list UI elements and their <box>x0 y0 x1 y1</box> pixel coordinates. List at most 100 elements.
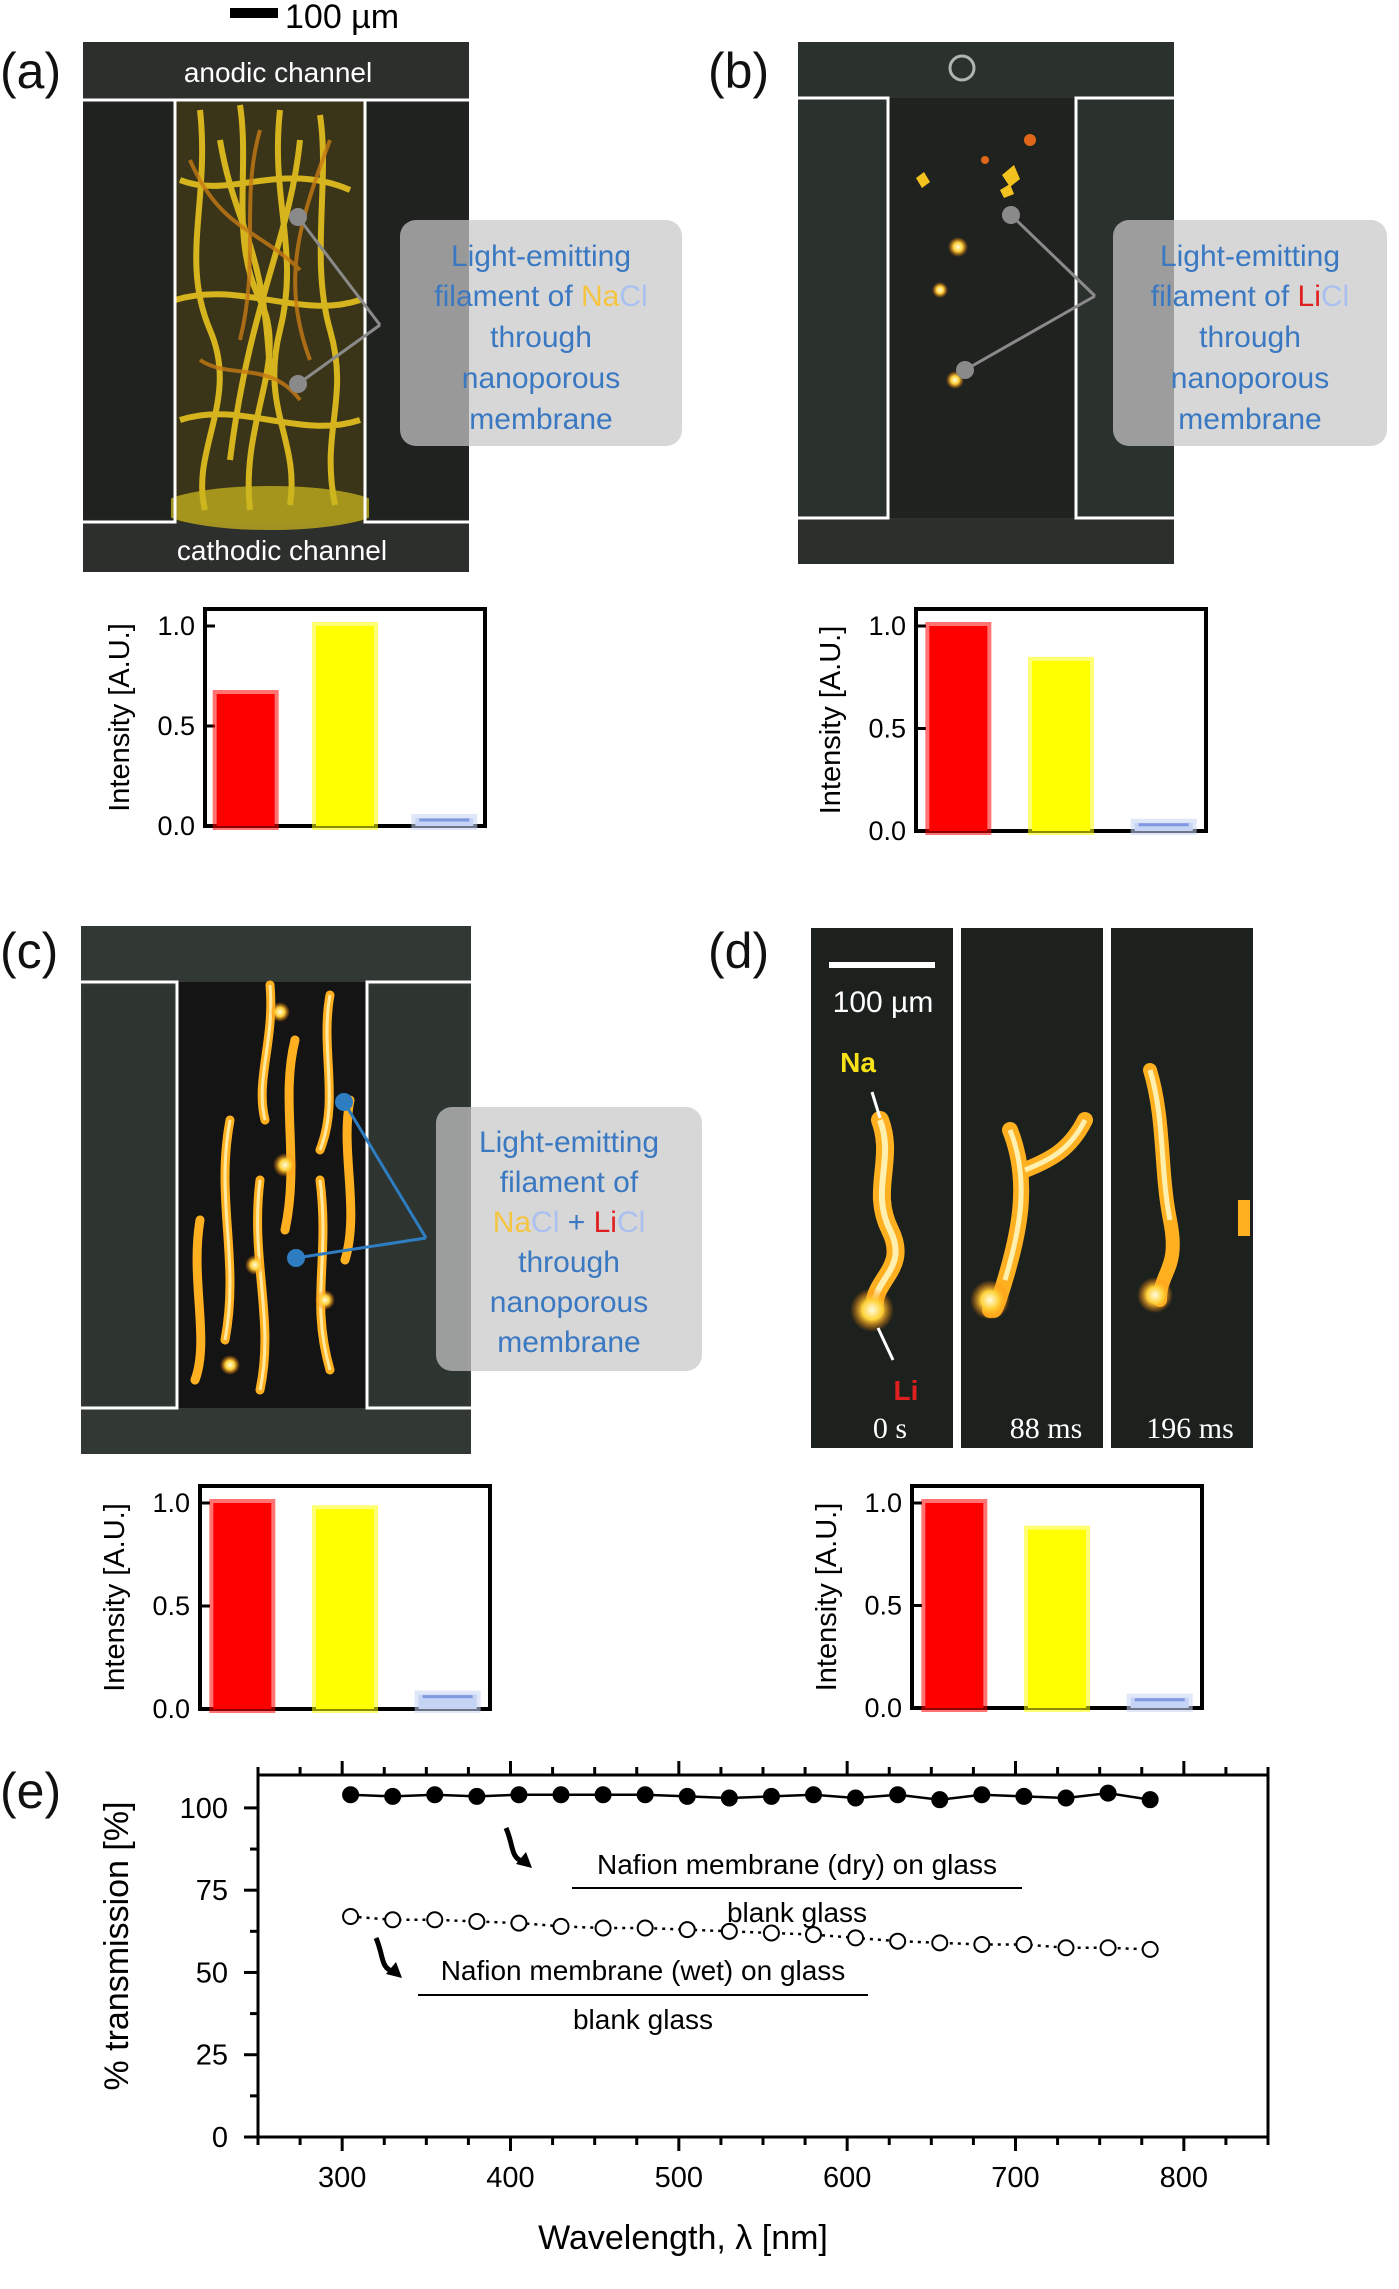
data-point <box>426 1786 444 1804</box>
callout-b: Light-emitting filament of LiCl through … <box>956 206 1387 446</box>
data-point <box>552 1917 570 1935</box>
callout-c: Light-emitting filament of NaCl + LiCl t… <box>287 1093 702 1371</box>
legend-arrow <box>373 1936 395 1975</box>
legend-arrowhead <box>516 1852 532 1868</box>
callout-a-line1: Light-emitting <box>451 240 631 273</box>
data-point <box>384 1911 402 1929</box>
micrograph-d <box>811 928 1253 1448</box>
data-point <box>931 1791 949 1809</box>
y-axis-label: Intensity [A.U.] <box>811 1503 843 1692</box>
bar-chart-d: 0.0 0.5 1.0 Intensity [A.U.] <box>811 1484 1204 1723</box>
data-point <box>594 1786 612 1804</box>
y-tick-label: 1.0 <box>868 611 906 641</box>
time-label-1: 0 s <box>873 1412 907 1445</box>
callout-c-line3: NaCl + LiCl <box>493 1206 646 1239</box>
panel-label-d: (d) <box>708 923 769 979</box>
li-marker-label: Li <box>894 1375 919 1406</box>
y-tick-label: 1.0 <box>152 1488 190 1518</box>
callout-c-line4: through <box>518 1246 620 1279</box>
callout-c-line2: filament of <box>500 1166 639 1199</box>
legend-numerator: Nafion membrane (dry) on glass <box>597 1849 997 1880</box>
y-tick-label: 0.5 <box>157 711 195 741</box>
x-tick-label: 800 <box>1160 2162 1208 2194</box>
micrograph-c <box>81 926 471 1454</box>
y-axis-label: Intensity [A.U.] <box>815 626 847 815</box>
bar <box>921 1499 988 1712</box>
data-point <box>510 1786 528 1804</box>
time-label-3: 196 ms <box>1146 1412 1234 1445</box>
time-label-2: 88 ms <box>1010 1412 1083 1445</box>
data-point <box>1057 1939 1075 1957</box>
data-point <box>762 1924 780 1942</box>
y-tick-label: 1.0 <box>157 611 195 641</box>
y-tick-label: 50 <box>196 1957 228 1989</box>
micrograph-a <box>83 42 469 572</box>
callout-a-line2: filament of NaCl <box>434 280 647 313</box>
legend-arrow <box>503 1826 525 1865</box>
bar <box>1130 818 1197 835</box>
data-point <box>1099 1784 1117 1802</box>
y-axis-label: % transmission [%] <box>98 1801 136 2090</box>
scale-bar <box>230 8 278 18</box>
y-tick-label: 25 <box>196 2040 228 2072</box>
x-tick-label: 300 <box>318 2162 366 2194</box>
data-point <box>973 1786 991 1804</box>
y-tick-label: 0.5 <box>152 1591 190 1621</box>
bar <box>925 622 992 835</box>
x-axis-label: Wavelength, λ [nm] <box>538 2219 828 2257</box>
data-point <box>931 1934 949 1952</box>
data-point <box>636 1919 654 1937</box>
y-axis-label: Intensity [A.U.] <box>99 1503 131 1692</box>
callout-a-line4: nanoporous <box>462 362 620 395</box>
data-point <box>847 1929 865 1947</box>
data-point <box>720 1922 738 1940</box>
callout-a-line3: through <box>490 321 592 354</box>
series-line <box>350 1915 1151 1951</box>
data-point <box>805 1786 822 1804</box>
data-point <box>510 1914 528 1932</box>
data-point <box>1141 1940 1159 1958</box>
y-tick-label: 1.0 <box>864 1488 902 1518</box>
y-tick-label: 0.0 <box>157 811 195 841</box>
legend-denominator: blank glass <box>573 2004 713 2035</box>
bar-chart-b: 0.0 0.5 1.0 Intensity [A.U.] <box>815 607 1208 846</box>
legend-denominator: blank glass <box>727 1897 867 1928</box>
data-point <box>678 1787 696 1805</box>
callout-b-line4: nanoporous <box>1171 362 1329 395</box>
y-tick-label: 0.5 <box>868 714 906 744</box>
x-tick-label: 600 <box>823 2162 871 2194</box>
bar <box>1126 1693 1193 1712</box>
bar <box>1024 1525 1090 1713</box>
legend-arrowhead <box>386 1962 402 1978</box>
data-point <box>889 1932 907 1950</box>
callout-a: Light-emitting filament of NaCl through … <box>289 208 682 446</box>
data-point <box>384 1787 402 1805</box>
x-tick-label: 400 <box>486 2162 534 2194</box>
callout-b-line3: through <box>1199 321 1301 354</box>
data-point <box>342 1908 360 1926</box>
panel-d-scale-label: 100 µm <box>833 986 934 1019</box>
bar-chart-a: 0.0 0.5 1.0 Intensity [A.U.] <box>104 607 487 841</box>
bar <box>312 1505 378 1714</box>
data-point <box>468 1912 486 1930</box>
callout-b-line1: Light-emitting <box>1160 240 1340 273</box>
anodic-channel-label: anodic channel <box>184 57 372 88</box>
data-point <box>342 1786 360 1804</box>
data-point <box>973 1935 991 1953</box>
callout-c-line6: membrane <box>497 1326 640 1359</box>
y-tick-label: 0.0 <box>152 1694 190 1724</box>
callout-c-line5: nanoporous <box>490 1286 648 1319</box>
callout-b-line2: filament of LiCl <box>1151 280 1349 313</box>
micrograph-b <box>798 42 1174 564</box>
data-point <box>805 1926 822 1944</box>
panel-label-a: (a) <box>0 43 61 99</box>
x-tick-label: 700 <box>991 2162 1039 2194</box>
bar-chart-c: 0.0 0.5 1.0 Intensity [A.U.] <box>99 1484 492 1724</box>
y-tick-label: 0 <box>212 2122 228 2154</box>
data-point <box>847 1789 865 1807</box>
y-axis-label: Intensity [A.U.] <box>104 623 136 812</box>
y-tick-label: 0.0 <box>868 816 906 846</box>
legend-numerator: Nafion membrane (wet) on glass <box>441 1955 846 1986</box>
bar <box>209 1499 276 1713</box>
